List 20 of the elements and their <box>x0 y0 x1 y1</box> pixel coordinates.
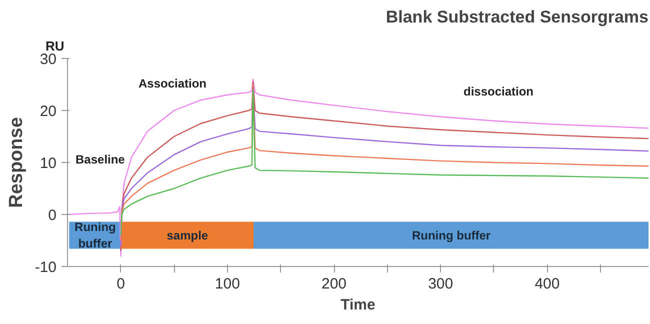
y-tick-label: 0 <box>48 207 56 224</box>
annotation: Association <box>138 76 207 90</box>
annotation: dissociation <box>464 84 534 98</box>
y-tick-label: -10 <box>34 259 57 276</box>
y-tick-label: 30 <box>40 51 57 68</box>
x-tick-label: 300 <box>428 276 454 292</box>
band-label: sample <box>166 228 208 242</box>
x-tick-label: 400 <box>534 276 560 292</box>
y-tick-label: 20 <box>40 103 57 120</box>
x-tick-label: 100 <box>214 276 240 292</box>
y-tick-label: 10 <box>40 155 57 172</box>
x-tick-label: 0 <box>116 276 125 292</box>
text: RU <box>46 38 64 54</box>
chart-title: Blank Substracted Sensorgrams <box>386 8 649 26</box>
band-label: Runing buffer <box>74 220 116 251</box>
annotation: Baseline <box>76 152 126 166</box>
band-label: Runing buffer <box>412 228 491 242</box>
x-tick-label: 200 <box>322 276 347 292</box>
x-axis-title: Time <box>340 296 376 314</box>
y-axis-title: Response <box>6 117 27 208</box>
